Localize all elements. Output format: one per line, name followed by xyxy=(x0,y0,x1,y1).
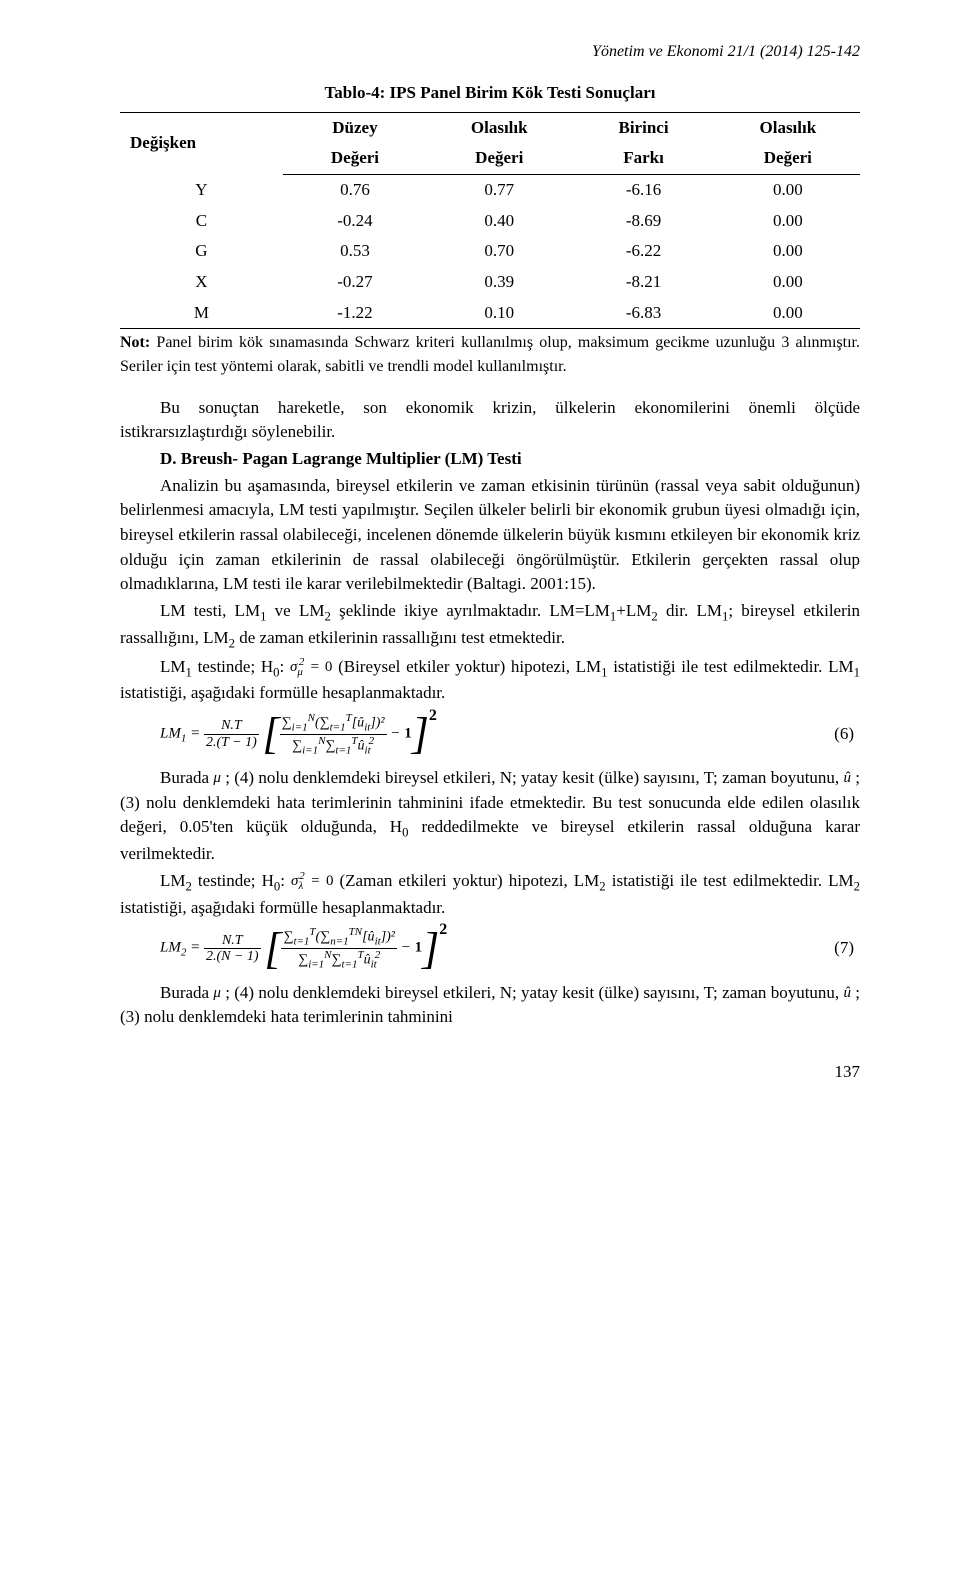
paragraph: LM1 testinde; H0: σμ2 = 0 (Bireysel etki… xyxy=(120,655,860,707)
cell-d: 0.00 xyxy=(716,298,860,329)
frag: testinde; H xyxy=(192,657,273,676)
paragraph: Analizin bu aşamasında, bireysel etkiler… xyxy=(120,474,860,597)
cell-var: M xyxy=(120,298,283,329)
th-birinci-1: Birinci xyxy=(571,112,715,143)
th-birinci-2: Farkı xyxy=(571,143,715,174)
cell-c: -8.21 xyxy=(571,267,715,298)
paragraph: LM2 testinde; H0: σλ2 = 0 (Zaman etkiler… xyxy=(120,869,860,921)
mu-symbol: μ xyxy=(213,770,221,786)
frag: istatistiği ile test edilmektedir. LM xyxy=(608,657,854,676)
th-olasilik2-2: Değeri xyxy=(716,143,860,174)
frag: ve LM xyxy=(266,601,324,620)
frag: : xyxy=(280,871,291,890)
cell-d: 0.00 xyxy=(716,206,860,237)
frag: LM xyxy=(160,657,186,676)
cell-var: G xyxy=(120,236,283,267)
cell-a: 0.76 xyxy=(283,175,427,206)
paragraph: LM testi, LM1 ve LM2 şeklinde ikiye ayrı… xyxy=(120,599,860,653)
th-olasilik-1: Olasılık xyxy=(427,112,571,143)
uhat-symbol: û xyxy=(843,985,851,1001)
cell-c: -6.16 xyxy=(571,175,715,206)
cell-a: -0.27 xyxy=(283,267,427,298)
frag: de zaman etkilerinin rassallığını test e… xyxy=(235,628,565,647)
table-note: Not: Panel birim kök sınamasında Schwarz… xyxy=(120,331,860,377)
frag: istatistiği ile test edilmektedir. LM xyxy=(606,871,854,890)
frag: Burada xyxy=(160,768,213,787)
mu-symbol: μ xyxy=(213,985,221,1001)
frag: ; (4) nolu denklemdeki bireysel etkileri… xyxy=(221,768,844,787)
equation-number: (7) xyxy=(834,936,860,961)
frag: ; (4) nolu denklemdeki bireysel etkileri… xyxy=(221,983,844,1002)
th-olasilik2-1: Olasılık xyxy=(716,112,860,143)
th-duzey-1: Düzey xyxy=(283,112,427,143)
frag: şeklinde ikiye ayrılmaktadır. LM=LM xyxy=(331,601,610,620)
note-text: Panel birim kök sınamasında Schwarz krit… xyxy=(120,334,860,374)
cell-c: -6.83 xyxy=(571,298,715,329)
cell-a: -1.22 xyxy=(283,298,427,329)
ips-table: Değişken Düzey Olasılık Birinci Olasılık… xyxy=(120,112,860,329)
cell-var: X xyxy=(120,267,283,298)
sub: 2 xyxy=(854,879,860,893)
uhat-symbol: û xyxy=(843,770,851,786)
cell-d: 0.00 xyxy=(716,236,860,267)
cell-c: -6.22 xyxy=(571,236,715,267)
sub: 1 xyxy=(854,665,860,679)
cell-var: Y xyxy=(120,175,283,206)
cell-a: -0.24 xyxy=(283,206,427,237)
hypothesis-mu: σμ2 = 0 xyxy=(290,659,332,675)
frag: istatistiği, aşağıdaki formülle hesaplan… xyxy=(120,898,445,917)
frag: (Bireysel etkiler yoktur) hipotezi, LM xyxy=(332,657,601,676)
paragraph: Burada μ ; (4) nolu denklemdeki bireysel… xyxy=(120,766,860,867)
table-row: G 0.53 0.70 -6.22 0.00 xyxy=(120,236,860,267)
cell-d: 0.00 xyxy=(716,175,860,206)
th-olasilik-2: Değeri xyxy=(427,143,571,174)
table-row: M -1.22 0.10 -6.83 0.00 xyxy=(120,298,860,329)
paragraph: Burada μ ; (4) nolu denklemdeki bireysel… xyxy=(120,981,860,1030)
frag: : xyxy=(280,657,290,676)
frag: istatistiği, aşağıdaki formülle hesaplan… xyxy=(120,683,445,702)
note-label: Not: xyxy=(120,334,150,351)
page-number: 137 xyxy=(120,1060,860,1085)
lm2-formula: LM2 = N.T2.(N − 1) [ ∑t=1T(∑n=1TN[ûit])²… xyxy=(160,926,447,970)
cell-b: 0.10 xyxy=(427,298,571,329)
th-degisken: Değişken xyxy=(120,112,283,174)
equation-7: LM2 = N.T2.(N − 1) [ ∑t=1T(∑n=1TN[ûit])²… xyxy=(120,926,860,970)
section-heading-d: D. Breush- Pagan Lagrange Multiplier (LM… xyxy=(160,449,522,468)
cell-a: 0.53 xyxy=(283,236,427,267)
lm1-formula: LM1 = N.T2.(T − 1) [ ∑i=1N(∑t=1T[ûit])² … xyxy=(160,712,437,756)
frag: LM testi, LM xyxy=(160,601,260,620)
table-row: Y 0.76 0.77 -6.16 0.00 xyxy=(120,175,860,206)
frag: (Zaman etkileri yoktur) hipotezi, LM xyxy=(333,871,599,890)
paragraph: Bu sonuçtan hareketle, son ekonomik kriz… xyxy=(120,396,860,445)
cell-var: C xyxy=(120,206,283,237)
frag: dir. LM xyxy=(658,601,722,620)
table-row: X -0.27 0.39 -8.21 0.00 xyxy=(120,267,860,298)
frag: Burada xyxy=(160,983,213,1002)
hypothesis-lambda: σλ2 = 0 xyxy=(291,873,333,889)
cell-c: -8.69 xyxy=(571,206,715,237)
equation-6: LM1 = N.T2.(T − 1) [ ∑i=1N(∑t=1T[ûit])² … xyxy=(120,712,860,756)
table-title: Tablo-4: IPS Panel Birim Kök Testi Sonuç… xyxy=(120,81,860,106)
frag: +LM xyxy=(616,601,651,620)
cell-b: 0.40 xyxy=(427,206,571,237)
cell-b: 0.70 xyxy=(427,236,571,267)
equation-number: (6) xyxy=(834,722,860,747)
cell-d: 0.00 xyxy=(716,267,860,298)
cell-b: 0.39 xyxy=(427,267,571,298)
table-row: C -0.24 0.40 -8.69 0.00 xyxy=(120,206,860,237)
frag: testinde; H xyxy=(192,871,274,890)
cell-b: 0.77 xyxy=(427,175,571,206)
frag: LM xyxy=(160,871,186,890)
paragraph: D. Breush- Pagan Lagrange Multiplier (LM… xyxy=(120,447,860,472)
th-duzey-2: Değeri xyxy=(283,143,427,174)
running-header: Yönetim ve Ekonomi 21/1 (2014) 125-142 xyxy=(120,40,860,63)
